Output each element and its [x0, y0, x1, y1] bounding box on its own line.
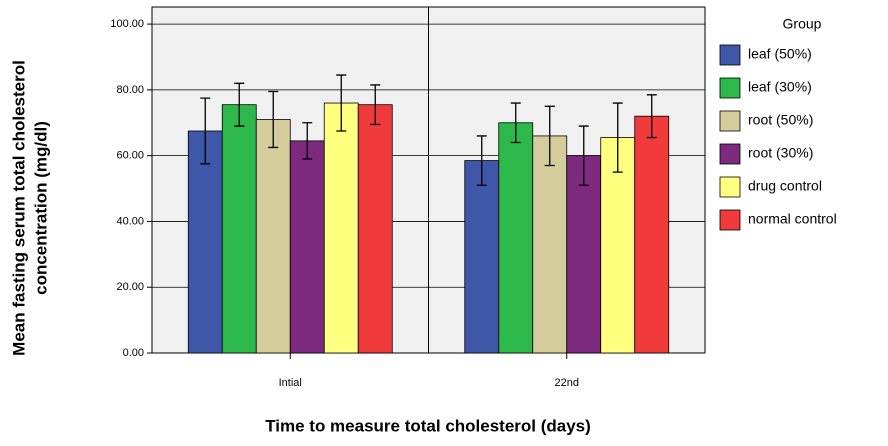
legend-label: leaf (50%)	[748, 46, 812, 62]
y-tick-label: 0.00	[123, 347, 144, 359]
bar	[532, 135, 568, 354]
legend-swatch	[719, 176, 741, 198]
legend-swatch	[719, 77, 741, 99]
bar	[255, 119, 291, 354]
bar	[464, 160, 500, 354]
y-axis-title: concentration (mg/dl)	[31, 121, 50, 295]
legend-label: normal control	[748, 211, 837, 227]
error-bar	[234, 82, 245, 127]
legend-swatch	[719, 44, 741, 66]
bar	[600, 137, 636, 354]
bar	[566, 155, 602, 354]
error-bar	[578, 125, 589, 186]
y-axis-title: Mean fasting serum total cholesterol	[9, 60, 28, 356]
legend-label: root (30%)	[748, 145, 813, 161]
legend-swatch	[719, 209, 741, 231]
bar	[634, 115, 670, 354]
y-tick-label: 60.00	[116, 150, 144, 162]
bar	[323, 102, 359, 354]
error-bar	[302, 122, 313, 160]
error-bar	[476, 135, 487, 186]
error-bar	[336, 74, 347, 132]
error-bar	[200, 97, 211, 165]
y-tick-label: 20.00	[116, 281, 144, 293]
error-bar	[510, 102, 521, 144]
x-axis-title: Time to measure total cholesterol (days)	[265, 416, 591, 435]
error-bar	[268, 90, 279, 149]
error-bar	[646, 94, 657, 139]
y-tick-label: 80.00	[116, 84, 144, 96]
legend-swatch	[719, 110, 741, 132]
legend-swatch	[719, 143, 741, 165]
bar	[357, 104, 393, 354]
legend-title: Group	[783, 16, 822, 32]
error-bar	[612, 102, 623, 173]
y-tick-label: 40.00	[116, 215, 144, 227]
legend-label: root (50%)	[748, 112, 813, 128]
x-tick-label: Intial	[279, 377, 302, 389]
error-bar	[370, 84, 381, 126]
x-tick-label: 22nd	[555, 377, 579, 389]
y-tick-label: 100.00	[110, 18, 144, 30]
bar	[289, 140, 325, 354]
bar	[498, 122, 534, 354]
bar	[221, 104, 257, 354]
error-bar	[544, 105, 555, 167]
legend-label: leaf (30%)	[748, 79, 812, 95]
legend-label: drug control	[748, 178, 822, 194]
